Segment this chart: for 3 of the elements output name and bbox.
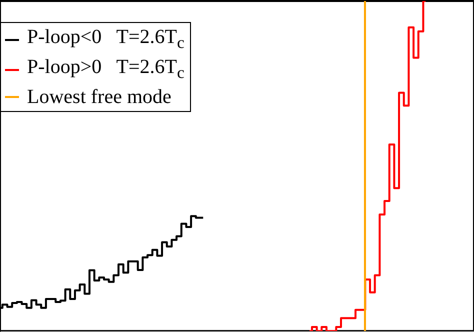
annotation: Lowest free mode <box>27 85 172 109</box>
legend-label: P-loop<0 T=2.6T$_{c}$ <box>27 25 184 54</box>
legend-label: P-loop>0 T=2.6T$_{c}$ <box>27 55 184 84</box>
